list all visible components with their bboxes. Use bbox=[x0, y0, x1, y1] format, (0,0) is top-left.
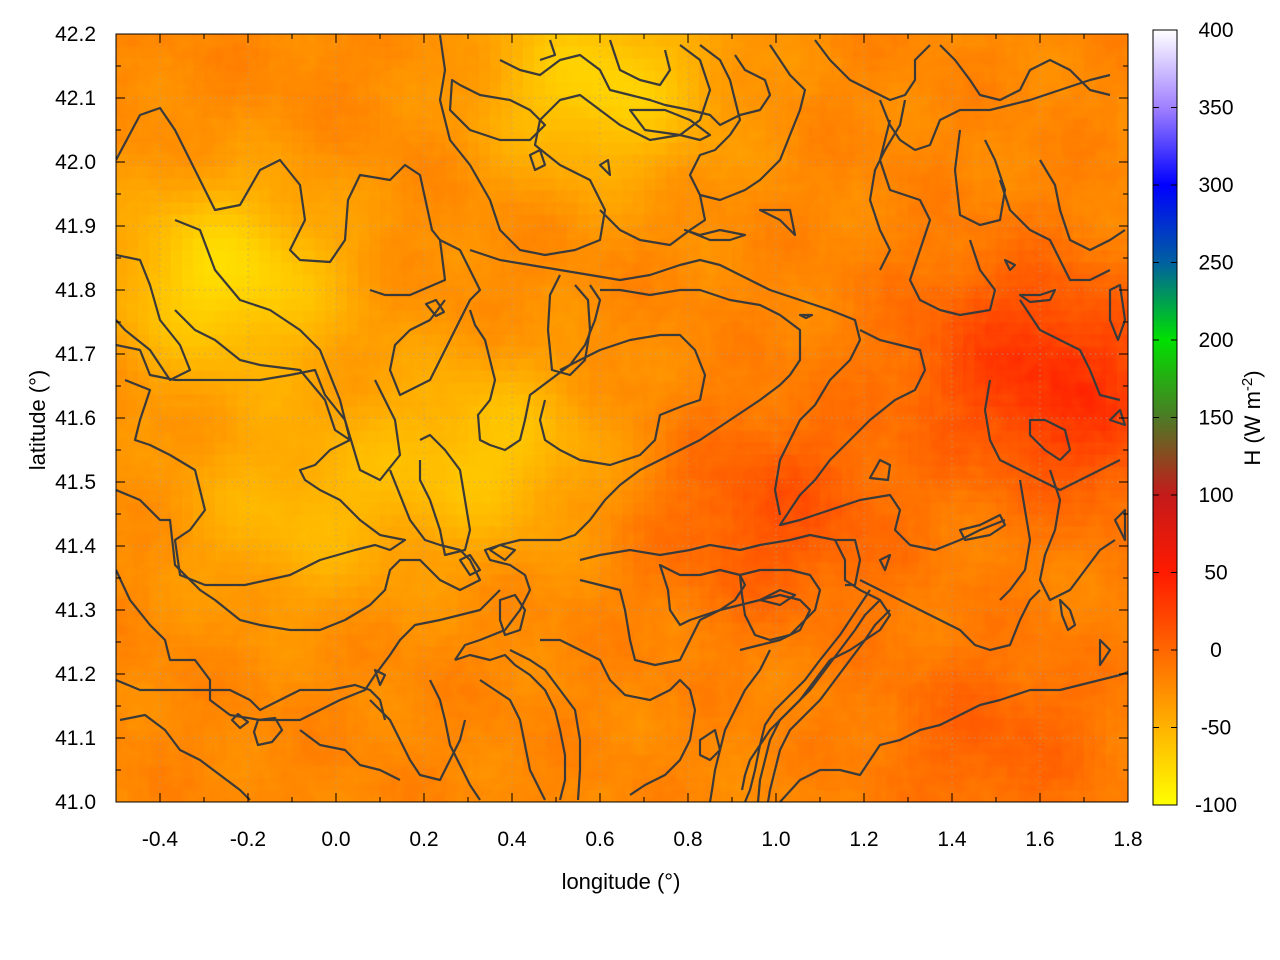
heatmap-chart: -0.4 -0.2 0.0 0.2 0.4 0.6 0.8 1.0 1.2 1.4 1.6 1.8 4… bbox=[25, 19, 1265, 894]
